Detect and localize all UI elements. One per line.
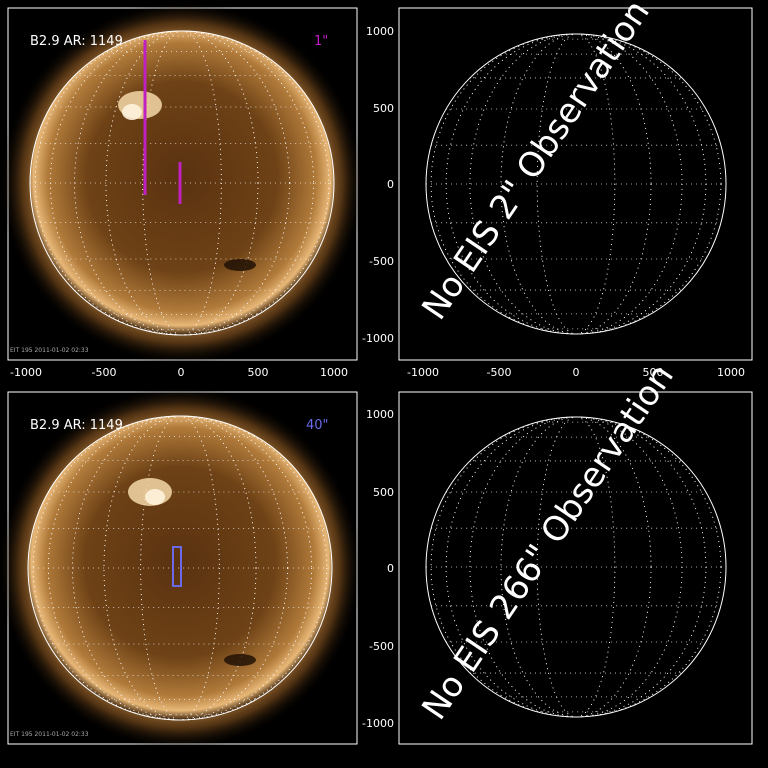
x-tick-label: 1000 <box>717 366 745 379</box>
longitude-line <box>469 416 683 718</box>
eis-raster-box <box>172 546 182 587</box>
longitude-line <box>536 416 616 718</box>
longitude-line <box>49 30 315 336</box>
y-axis: 1000 500 0 -500 -1000 <box>362 25 394 345</box>
longitude-line <box>500 33 652 335</box>
lat-lon-grid <box>30 30 334 336</box>
y-tick-label: 0 <box>387 178 394 191</box>
panel-footer: EIT 195 2011-01-02 02:33 <box>10 347 89 354</box>
panel-bottom-right: 1000 500 0 -500 -1000 No EIS 266" Observ… <box>362 357 753 745</box>
y-tick-label: 500 <box>373 102 394 115</box>
lat-lon-grid <box>426 33 726 335</box>
x-tick-label: -500 <box>487 366 512 379</box>
panel-header-left: B2.9 AR: 1149 <box>30 34 123 49</box>
x-tick-label: -1000 <box>407 366 439 379</box>
longitude-line <box>105 30 259 336</box>
x-tick-label: 500 <box>248 366 269 379</box>
y-tick-label: -1000 <box>362 332 394 345</box>
x-tick-label: 0 <box>573 366 580 379</box>
no-observation-label: No EIS 2" Observation <box>414 0 657 327</box>
x-tick-label: 0 <box>178 366 185 379</box>
longitude-line <box>445 416 707 718</box>
panel-footer: EIT 195 2011-01-02 02:33 <box>10 731 89 738</box>
x-tick-label: -1000 <box>10 366 42 379</box>
x-axis: -1000 -500 0 500 1000 <box>407 366 745 379</box>
longitude-line <box>469 33 683 335</box>
panel-header-right: 40" <box>306 418 329 433</box>
panel-top-left: B2.9 AR: 1149 1" EIT 195 2011-01-02 02:3… <box>0 1 364 379</box>
longitude-line <box>72 415 288 721</box>
active-region-bright <box>118 91 256 271</box>
active-region-bright <box>128 478 256 666</box>
longitude-line <box>34 30 330 336</box>
y-tick-label: 0 <box>387 562 394 575</box>
y-tick-label: 1000 <box>366 408 394 421</box>
y-tick-label: -1000 <box>362 717 394 730</box>
panel-header-right: 1" <box>314 34 328 49</box>
no-observation-label: No EIS 266" Observation <box>414 357 682 727</box>
longitude-line <box>536 33 616 335</box>
longitude-line <box>103 415 257 721</box>
longitude-line <box>74 30 290 336</box>
y-tick-label: 1000 <box>366 25 394 38</box>
panel-top-right: 1000 500 0 -500 -1000 -1000 -500 0 500 1… <box>362 0 753 379</box>
longitude-line <box>445 33 707 335</box>
lat-lon-grid <box>426 416 726 718</box>
plot-frame <box>398 391 753 745</box>
x-axis: -1000 -500 0 500 1000 <box>10 366 348 379</box>
longitude-line <box>32 415 328 721</box>
y-tick-label: 500 <box>373 486 394 499</box>
y-tick-label: -500 <box>369 255 394 268</box>
panel-header-left: B2.9 AR: 1149 <box>30 418 123 433</box>
plot-frame <box>398 7 753 361</box>
y-tick-label: -500 <box>369 640 394 653</box>
y-axis: 1000 500 0 -500 -1000 <box>362 408 394 730</box>
panel-bottom-left: B2.9 AR: 1149 40" EIT 195 2011-01-02 02:… <box>0 386 362 750</box>
longitude-line <box>500 416 652 718</box>
x-tick-label: 1000 <box>320 366 348 379</box>
x-tick-label: 500 <box>643 366 664 379</box>
longitude-line <box>47 415 313 721</box>
x-tick-label: -500 <box>92 366 117 379</box>
lat-lon-grid <box>28 415 332 721</box>
